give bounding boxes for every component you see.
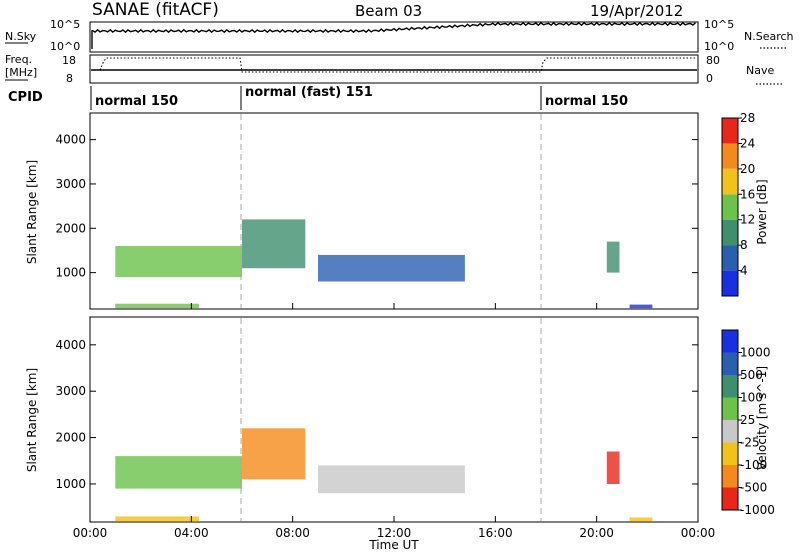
freq-left-tick-bottom: 8 [66, 72, 73, 85]
power-y-tick-label: 1000 [55, 266, 86, 280]
velocity-y-axis-label: Slant Range [km] [25, 368, 39, 472]
freq-left-tick-top: 18 [62, 54, 76, 67]
power-echo-band-1 [115, 246, 242, 277]
power-y-tick-label: 2000 [55, 221, 86, 235]
velocity-colorbar-tick-label: -500 [740, 481, 767, 495]
power-colorbar-segment [722, 245, 738, 271]
nsky-right-tick-top: 10^5 [704, 18, 734, 31]
power-colorbar-tick-label: 20 [740, 162, 755, 176]
time-axis-labels: 00:00 04:00 08:00 12:00 16:00 20:00 00:00 [73, 526, 716, 540]
nsky-strip-frame [89, 21, 699, 53]
date-label: 19/Apr/2012 [590, 2, 684, 20]
power-colorbar-tick-label: 4 [740, 264, 748, 278]
velocity-echo-band-1 [115, 456, 242, 489]
power-colorbar-tick-label: 16 [740, 187, 755, 201]
power-colorbar-segment [722, 118, 738, 144]
power-colorbar-segment [722, 270, 738, 296]
cpid-segment-2: normal (fast) 151 [245, 85, 373, 100]
velocity-x-ticks [89, 516, 699, 522]
velocity-colorbar-tick-label: 500 [740, 368, 763, 382]
freq-strip-frame [89, 54, 699, 84]
velocity-echo-band-4 [115, 516, 199, 521]
freq-unit-label: [MHz] [5, 66, 37, 79]
power-colorbar-tick-label: 8 [740, 238, 748, 252]
power-colorbar-tick-label: 28 [740, 111, 755, 125]
power-colorbar-tick-label: 12 [740, 213, 755, 227]
power-echo-band-3 [318, 254, 465, 282]
time-axis-label: Time UT [368, 538, 419, 552]
power-echo-band-2 [242, 219, 306, 269]
time-tick-label: 00:00 [681, 526, 716, 540]
time-tick-label: 12:00 [377, 526, 412, 540]
velocity-colorbar-segment [722, 487, 738, 510]
nave-right-tick-top: 80 [706, 54, 720, 67]
velocity-colorbar-segment [722, 465, 738, 488]
time-tick-label: 00:00 [73, 526, 108, 540]
power-y-tick-label: 4000 [55, 133, 86, 147]
velocity-colorbar-tick-label: -1000 [740, 503, 775, 517]
velocity-colorbar-tick-label: -25 [740, 436, 760, 450]
velocity-colorbar-tick-label: -100 [740, 458, 767, 472]
power-x-ticks [89, 303, 699, 309]
velocity-colorbar-tick-label: 25 [740, 413, 755, 427]
power-echo-band-4 [115, 303, 199, 309]
velocity-colorbar-segment [722, 352, 738, 375]
nsky-series [92, 21, 696, 34]
time-tick-label: 20:00 [579, 526, 614, 540]
power-heatmap [115, 219, 653, 309]
nave-right-tick-bottom: 0 [706, 72, 713, 85]
power-colorbar-tick-label: 24 [740, 136, 755, 150]
velocity-colorbar-segment [722, 442, 738, 465]
velocity-echo-band-5 [606, 451, 620, 484]
cpid-segment-1: normal 150 [95, 94, 178, 109]
velocity-y-tick-label: 1000 [55, 477, 86, 491]
freq-label: Freq. [5, 53, 32, 66]
nsearch-label: N.Search [744, 30, 794, 43]
velocity-echo-band-6 [629, 517, 653, 522]
velocity-heatmap [115, 428, 653, 522]
velocity-colorbar-label: Velocity [m s^-1] [755, 366, 769, 470]
velocity-colorbar-segment [722, 420, 738, 443]
power-y-ticks: 1000 2000 3000 4000 [55, 133, 698, 280]
cpid-label: CPID [8, 90, 43, 105]
power-echo-band-5 [606, 241, 620, 273]
time-tick-label: 08:00 [275, 526, 310, 540]
station-title: SANAE (fitACF) [92, 0, 219, 20]
velocity-colorbar-tick-label: 100 [740, 391, 763, 405]
power-echo-band-6 [629, 304, 653, 309]
velocity-y-tick-label: 2000 [55, 431, 86, 445]
velocity-y-tick-label: 3000 [55, 384, 86, 398]
velocity-colorbar-segment [722, 397, 738, 420]
velocity-y-ticks: 1000 2000 3000 4000 [55, 338, 698, 491]
velocity-echo-band-3 [318, 465, 465, 494]
power-colorbar-label: Power [dB] [755, 179, 769, 244]
velocity-colorbar: 1000 500 100 25 -25 -100 -500 -1000 [721, 329, 775, 517]
nsky-label: N.Sky [5, 30, 37, 43]
time-tick-label: 04:00 [174, 526, 209, 540]
power-colorbar-segment [722, 143, 738, 169]
power-colorbar: 4 8 12 16 20 24 28 [721, 111, 755, 297]
nsky-left-tick-bottom: 10^0 [50, 40, 80, 53]
velocity-echo-band-2 [242, 428, 306, 480]
power-y-tick-label: 3000 [55, 177, 86, 191]
cpid-segment-3: normal 150 [545, 94, 628, 109]
power-y-axis-label: Slant Range [km] [25, 160, 39, 264]
nsky-right-tick-bottom: 10^0 [704, 40, 734, 53]
power-colorbar-segment [722, 194, 738, 220]
velocity-colorbar-segment [722, 375, 738, 398]
power-colorbar-frame [721, 117, 739, 297]
power-colorbar-segment [722, 219, 738, 246]
beam-label: Beam 03 [355, 2, 423, 20]
time-tick-label: 16:00 [478, 526, 513, 540]
velocity-colorbar-segment [722, 330, 738, 353]
velocity-y-tick-label: 4000 [55, 338, 86, 352]
nsky-left-tick-top: 10^5 [50, 18, 80, 31]
power-colorbar-segment [722, 168, 738, 195]
nave-label: Nave [746, 64, 774, 77]
power-panel: 1000 2000 3000 4000 Slant Range [km] [25, 112, 699, 310]
velocity-panel: 1000 2000 3000 4000 Slant Range [km] [25, 316, 699, 523]
velocity-colorbar-tick-label: 1000 [740, 346, 771, 360]
nave-series [93, 57, 696, 73]
